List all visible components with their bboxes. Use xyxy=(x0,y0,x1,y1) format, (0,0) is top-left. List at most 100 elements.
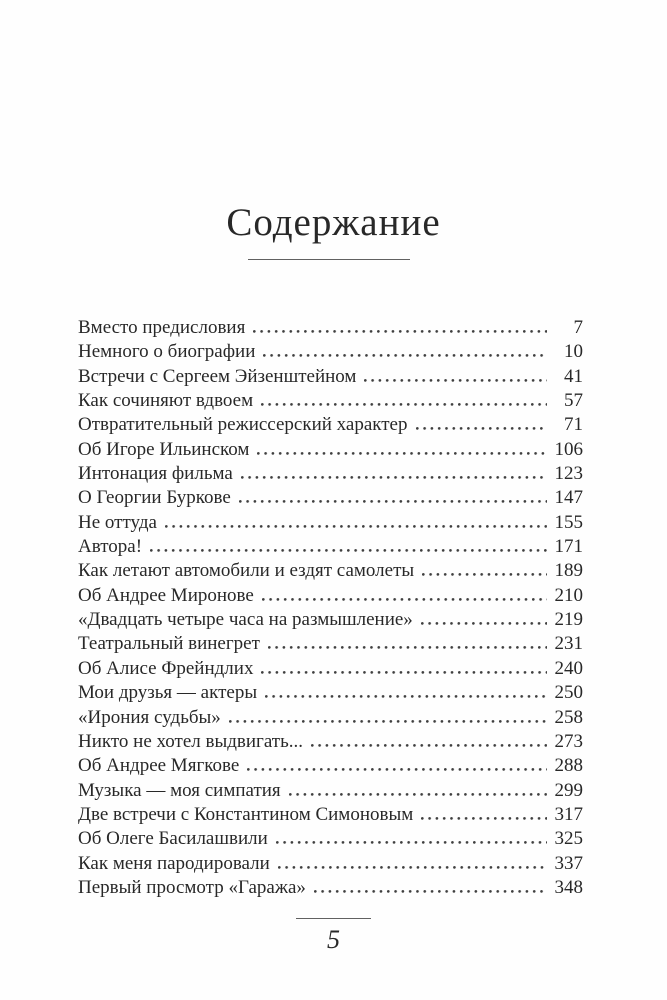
toc-entry: Об Олеге Басилашвили 325 xyxy=(78,827,583,851)
toc-entry-page: 57 xyxy=(564,390,583,412)
toc-entry-label: Немного о биографии xyxy=(78,341,256,363)
toc-entry-label: Отвратительный режиссерский характер xyxy=(78,414,408,436)
dot-leader xyxy=(261,670,547,674)
toc-entry: Об Алисе Фрейндлих 240 xyxy=(78,657,583,681)
page-number: 5 xyxy=(327,925,340,954)
dot-leader xyxy=(422,573,547,577)
toc-entry-label: Как меня пародировали xyxy=(78,852,270,874)
toc-entry: Как сочиняют вдвоем 57 xyxy=(78,389,583,413)
toc-entry-label: Об Андрее Миронове xyxy=(78,584,254,606)
toc-entry-label: Об Игоре Ильинском xyxy=(78,438,250,460)
toc-entry: Об Андрее Мягкове 288 xyxy=(78,754,583,778)
toc-entry-page: 7 xyxy=(573,317,584,338)
toc-entry-page: 41 xyxy=(564,365,583,387)
title-divider xyxy=(248,259,410,260)
dot-leader xyxy=(253,330,547,333)
toc-entry-page: 325 xyxy=(554,828,584,850)
dot-leader xyxy=(261,597,547,601)
toc-entry-label: Мои друзья — актеры xyxy=(78,682,258,704)
toc-entry-label: Интонация фильма xyxy=(78,463,233,485)
toc-entry-label: Об Олеге Басилашвили xyxy=(78,828,268,850)
toc-entry: Немного о биографии 10 xyxy=(78,340,583,364)
toc-entry-page: 258 xyxy=(554,706,584,728)
toc-entry: О Георгии Буркове 147 xyxy=(78,486,583,510)
dot-leader xyxy=(257,451,547,455)
page-title: Содержание xyxy=(226,201,441,244)
toc-entry-page: 337 xyxy=(554,852,584,874)
dot-leader xyxy=(288,792,547,796)
toc-entry-page: 71 xyxy=(564,414,583,436)
dot-leader xyxy=(311,743,547,747)
toc-entry-page: 288 xyxy=(554,755,584,777)
toc-entry: Вместо предисловия 7 xyxy=(78,316,583,340)
dot-leader xyxy=(265,695,547,699)
toc-entry: Театральный винегрет 231 xyxy=(78,632,583,656)
toc-entry-label: Вместо предисловия xyxy=(78,317,246,338)
toc-entry-label: Театральный винегрет xyxy=(78,633,260,655)
toc-entry-page: 299 xyxy=(554,779,584,801)
dot-leader xyxy=(240,476,547,480)
toc-entry-page: 219 xyxy=(554,609,584,631)
dot-leader xyxy=(261,403,547,407)
dot-leader xyxy=(420,622,547,626)
toc-entry-label: Музыка — моя симпатия xyxy=(78,779,281,801)
toc-entry: Отвратительный режиссерский характер 71 xyxy=(78,413,583,437)
dot-leader xyxy=(150,549,547,553)
toc-entry-page: 317 xyxy=(554,803,584,825)
toc-entry-label: Об Алисе Фрейндлих xyxy=(78,657,254,679)
toc-entry: Автора! 171 xyxy=(78,535,583,559)
dot-leader xyxy=(267,646,547,650)
toc-entry: Первый просмотр «Гаража» 348 xyxy=(78,876,583,900)
toc-entry-label: Две встречи с Константином Симоновым xyxy=(78,803,414,825)
toc-entry-page: 240 xyxy=(554,657,584,679)
dot-leader xyxy=(313,889,547,893)
toc-entry-page: 250 xyxy=(554,682,584,704)
toc-entry-page: 231 xyxy=(554,633,584,655)
toc-entry-label: Первый просмотр «Гаража» xyxy=(78,876,306,898)
footer-divider xyxy=(296,918,371,919)
toc-entry-label: Никто не хотел выдвигать... xyxy=(78,730,304,752)
toc-entry-page: 10 xyxy=(564,341,583,363)
dot-leader xyxy=(263,354,547,358)
toc-entry-label: Не оттуда xyxy=(78,511,157,533)
toc-entry-page: 189 xyxy=(554,560,584,582)
toc-entry: Об Игоре Ильинском 106 xyxy=(78,438,583,462)
toc-entry: Никто не хотел выдвигать... 273 xyxy=(78,730,583,754)
dot-leader xyxy=(364,378,547,382)
dot-leader xyxy=(275,841,547,845)
toc-entry-label: Как летают автомобили и ездят самолеты xyxy=(78,560,415,582)
toc-entry-page: 171 xyxy=(554,536,584,558)
toc-entry-label: О Георгии Буркове xyxy=(78,487,231,509)
toc-entry-page: 155 xyxy=(554,511,584,533)
toc-entry-page: 147 xyxy=(554,487,584,509)
toc-entry-label: Как сочиняют вдвоем xyxy=(78,390,254,412)
toc-entry-page: 348 xyxy=(554,876,584,898)
toc-entry: «Двадцать четыре часа на размышление» 21… xyxy=(78,608,583,632)
toc-entry-label: «Двадцать четыре часа на размышление» xyxy=(78,609,413,631)
toc-entry-page: 210 xyxy=(554,584,584,606)
toc-entry-page: 273 xyxy=(554,730,584,752)
toc-entry-label: Встречи с Сергеем Эйзенштейном xyxy=(78,365,357,387)
toc-entry: Об Андрее Миронове 210 xyxy=(78,584,583,608)
toc-entry-label: «Ирония судьбы» xyxy=(78,706,221,728)
toc-entry: Не оттуда 155 xyxy=(78,511,583,535)
toc-entry: Мои друзья — актеры 250 xyxy=(78,681,583,705)
dot-leader xyxy=(238,500,547,504)
toc-list: Вместо предисловия 7 Немного о биографии… xyxy=(78,316,583,900)
toc-entry-label: Об Андрее Мягкове xyxy=(78,755,240,777)
dot-leader xyxy=(421,816,547,820)
dot-leader xyxy=(164,524,547,528)
dot-leader xyxy=(247,768,547,772)
toc-entry: Музыка — моя симпатия 299 xyxy=(78,779,583,803)
toc-entry: Как летают автомобили и ездят самолеты 1… xyxy=(78,559,583,583)
toc-entry: Встречи с Сергеем Эйзенштейном 41 xyxy=(78,365,583,389)
toc-entry-page: 106 xyxy=(554,438,584,460)
dot-leader xyxy=(228,719,547,723)
toc-entry: Интонация фильма 123 xyxy=(78,462,583,486)
toc-entry: Как меня пародировали 337 xyxy=(78,852,583,876)
dot-leader xyxy=(277,865,547,869)
toc-entry-page: 123 xyxy=(554,463,584,485)
dot-leader xyxy=(415,427,547,431)
toc-entry: «Ирония судьбы» 258 xyxy=(78,706,583,730)
